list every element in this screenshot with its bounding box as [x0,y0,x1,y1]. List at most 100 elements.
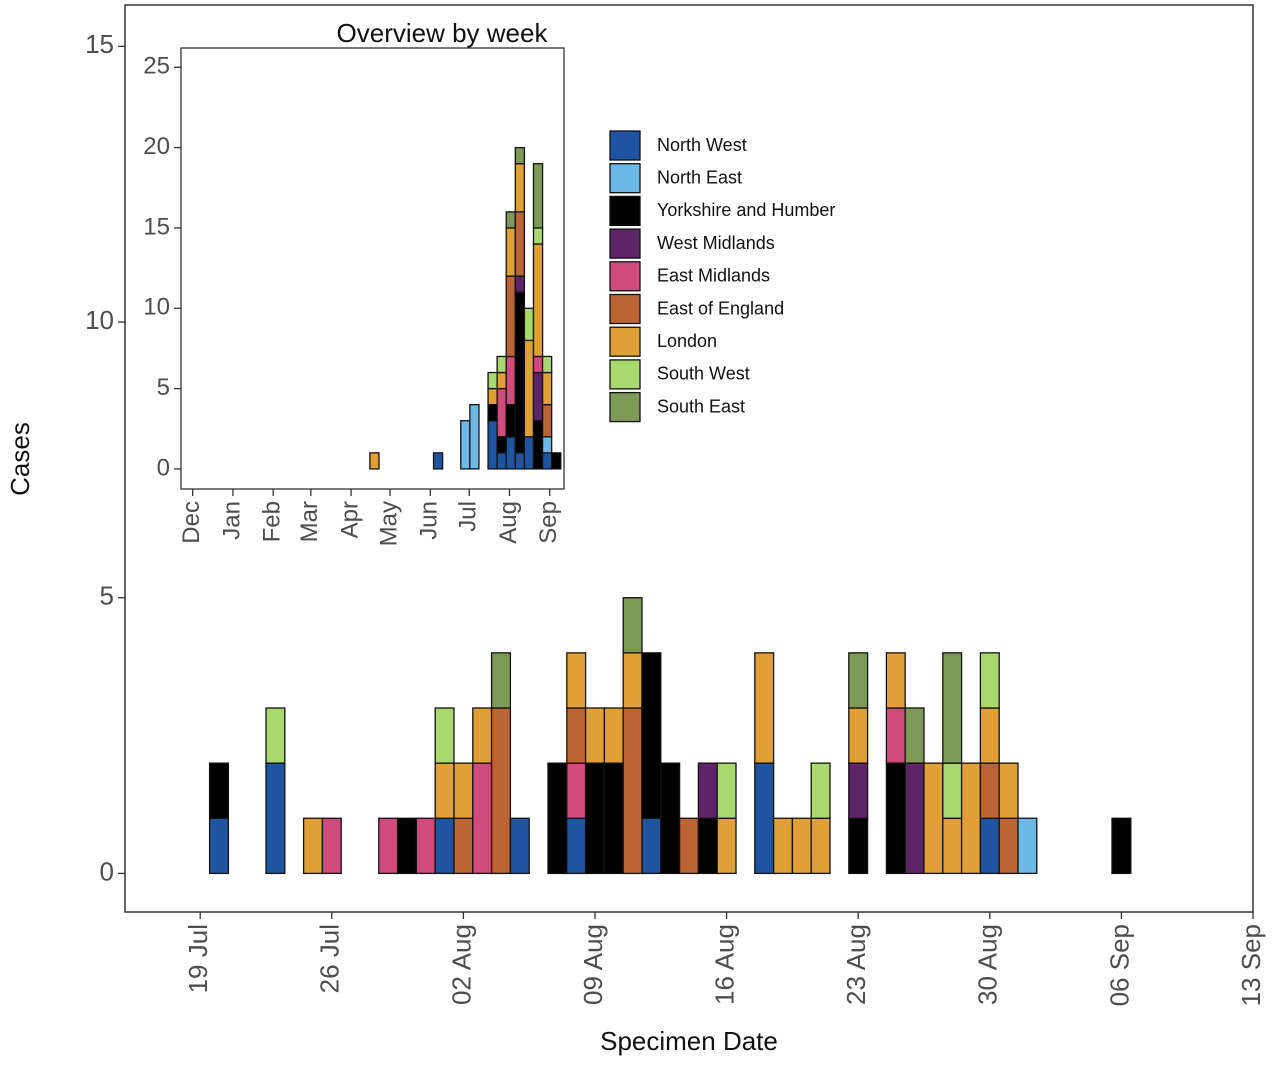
x-tick-label: 23 Aug [841,924,871,1005]
bar-segment [460,420,471,470]
bar-segment [541,371,553,406]
bar-segment [523,339,535,438]
bar-segment [496,436,507,454]
bar-segment [848,817,869,875]
bar-segment [885,652,906,709]
y-tick-label: 15 [85,29,114,59]
bar-segment [532,355,544,374]
bar-segment [509,817,530,875]
legend-label: North East [657,167,742,187]
bar-segment [434,707,455,764]
bar-segment [754,652,775,764]
y-tick-label: 20 [143,133,170,160]
bar-segment [772,817,794,875]
bar-segment [514,146,526,165]
legend-label: East Midlands [657,266,770,286]
bar-segment [505,355,516,406]
x-tick-label: 19 Jul [183,924,213,993]
bar-segment [415,817,436,875]
bar-segment [566,762,587,819]
bar-segment [321,817,342,875]
bar-segment [551,452,562,470]
bar-segment [904,707,925,764]
bar-segment [622,707,643,875]
bar-segment [532,243,544,358]
x-tick-label: 13 Sep [1236,924,1266,1006]
legend-swatch [609,391,641,423]
bar-segment [979,652,1000,709]
y-tick-label: 10 [143,294,170,321]
x-tick-label: Feb [259,501,286,542]
bar-segment [622,652,643,709]
legend-label: London [657,331,717,351]
x-tick-label: 16 Aug [709,924,739,1005]
bar-segment [472,707,493,764]
bar-segment [541,355,553,374]
bar-segment [265,707,286,764]
x-tick-label: 02 Aug [446,924,476,1005]
bar-segment [584,707,606,764]
bar-segment [848,707,869,764]
legend-swatch [609,359,641,390]
bar-segment [998,762,1019,819]
bar-segment [547,762,568,875]
bar-segment [378,817,399,875]
bar-segment [302,817,324,875]
x-tick-label: Sep [535,501,562,544]
bar-segment [810,817,831,875]
bar-segment [641,817,662,875]
bar-segment [942,762,963,819]
x-tick-label: Apr [336,501,363,538]
x-tick-label: Jan [218,501,245,540]
bar-segment [885,707,906,764]
bar-segment [496,371,507,390]
bar-segment [369,452,380,470]
x-tick-label: Jun [416,501,443,540]
bar-segment [697,817,718,875]
bar-segment [697,762,718,819]
bar-segment [848,762,869,819]
bar-segment [603,762,624,875]
legend-swatch [609,195,641,227]
y-tick-label: 10 [85,305,114,335]
bar-segment [979,762,1000,819]
legend-label: South West [657,364,750,384]
legend-label: North West [657,135,747,155]
bar-segment [942,817,963,875]
bar-segment [566,707,587,764]
legend-label: Yorkshire and Humber [657,200,835,220]
y-tick-label: 25 [143,53,170,80]
bar-segment [566,817,587,875]
bar-segment [496,387,507,438]
bar-segment [942,652,963,764]
bar-segment [603,707,624,764]
bar-segment [434,817,455,875]
legend-label: South East [657,396,745,416]
x-tick-label: 09 Aug [578,924,608,1005]
x-tick-label: Dec [178,501,205,544]
bar-segment [265,762,286,875]
bar-segment [472,762,493,875]
bar-segment [487,404,498,422]
x-tick-label: 30 Aug [973,924,1003,1005]
bar-segment [960,762,982,875]
bar-segment [979,707,1000,764]
bar-segment [532,227,544,245]
bar-segment [469,404,480,470]
y-tick-label: 0 [100,856,114,886]
y-axis-title: Cases [5,422,35,496]
bar-segment [505,275,516,358]
bar-segment [487,371,498,390]
x-tick-label: Mar [296,501,323,542]
bar-segment [532,420,544,470]
legend-swatch [609,326,641,357]
legend-label: East of England [657,298,784,318]
bar-segment [490,652,512,709]
bar-segment [496,355,507,374]
bar-segment [660,762,681,875]
legend-swatch [609,293,641,325]
x-tick-label: Aug [495,501,522,544]
legend-swatch [609,261,641,292]
bar-segment [505,211,516,229]
bar-segment [453,817,474,875]
